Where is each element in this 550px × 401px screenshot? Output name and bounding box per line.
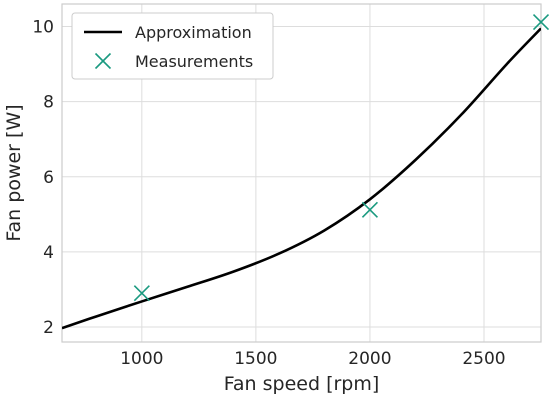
- y-tick-label: 4: [43, 243, 54, 263]
- x-tick-label: 1000: [120, 349, 163, 369]
- y-tick-label: 6: [43, 168, 54, 188]
- y-tick-label: 2: [43, 318, 54, 338]
- approximation-line: [62, 27, 541, 330]
- x-tick-label: 2000: [348, 349, 391, 369]
- y-axis-label: Fan power [W]: [3, 104, 25, 241]
- series-layer: [62, 13, 550, 330]
- legend-label-measurements: Measurements: [135, 52, 253, 71]
- plot-frame: [61, 3, 542, 343]
- measurement-point: [532, 13, 550, 31]
- measurement-point: [361, 201, 378, 218]
- legend-x-marker: [94, 52, 112, 70]
- x-axis-label: Fan speed [rpm]: [224, 373, 380, 395]
- legend-label-approximation: Approximation: [135, 23, 252, 42]
- legend: Approximation Measurements: [71, 12, 274, 80]
- y-tick-label: 10: [32, 18, 54, 38]
- measurement-point: [133, 285, 150, 302]
- legend-box: [71, 12, 274, 80]
- x-tick-label: 1500: [234, 349, 277, 369]
- tick-labels: 1000 1500 2000 2500 2 4 6 8 10: [32, 18, 505, 369]
- legend-marker-sample: [94, 52, 112, 70]
- x-tick-label: 2500: [462, 349, 505, 369]
- y-tick-label: 8: [43, 93, 54, 113]
